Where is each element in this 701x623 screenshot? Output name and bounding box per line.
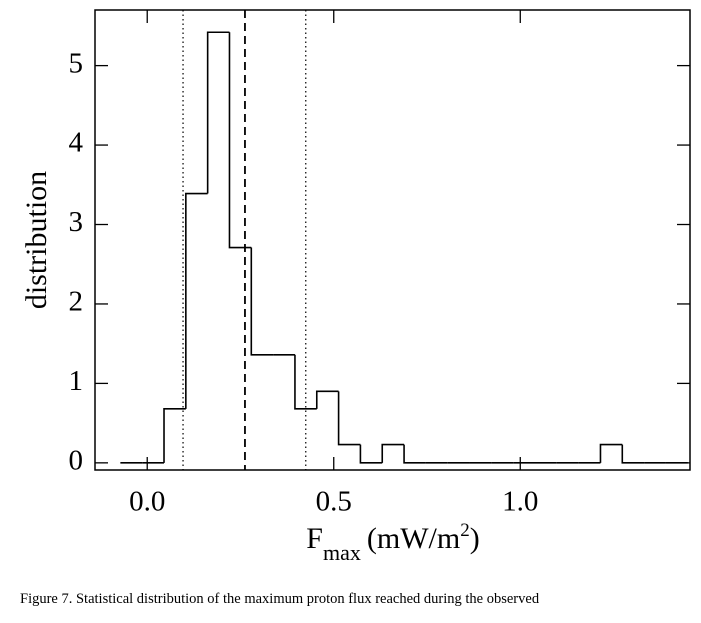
- x-tick-label: 1.0: [502, 486, 538, 518]
- histogram-bar: [294, 354, 317, 410]
- x-axis-label: Fmax (mW/m2): [306, 520, 479, 565]
- histogram-bar: [206, 31, 230, 194]
- plot-frame: [94, 9, 691, 471]
- x-label-sup: 2: [460, 520, 470, 541]
- y-tick-label: 3: [69, 206, 84, 238]
- y-tick-label: 1: [69, 365, 84, 397]
- x-tick-label: 0.0: [129, 486, 165, 518]
- y-tick-label: 0: [69, 445, 84, 477]
- histogram-bar: [621, 444, 645, 464]
- caption: Figure 7. Statistical distribution of th…: [20, 591, 540, 607]
- histogram-bar: [403, 444, 426, 464]
- histogram-bar: [185, 192, 208, 409]
- histogram-bar: [250, 247, 274, 356]
- histogram-bar: [381, 443, 405, 463]
- histogram-bar: [228, 32, 252, 249]
- y-tick-label: 2: [69, 286, 84, 318]
- x-label-main: F: [306, 522, 323, 555]
- histogram-bar: [315, 390, 339, 409]
- x-label-unit: (mW/m: [367, 522, 460, 555]
- x-label-sub: max: [323, 540, 361, 565]
- x-tick-label: 0.5: [316, 486, 352, 518]
- histogram-bar: [163, 408, 186, 463]
- y-axis-label: distribution: [20, 171, 53, 309]
- y-tick-label: 4: [69, 127, 84, 159]
- histogram-bar: [337, 391, 361, 446]
- histogram-bar: [599, 443, 623, 463]
- x-label-close: ): [470, 522, 480, 555]
- histogram-bar: [359, 444, 383, 464]
- y-tick-label: 5: [69, 47, 84, 79]
